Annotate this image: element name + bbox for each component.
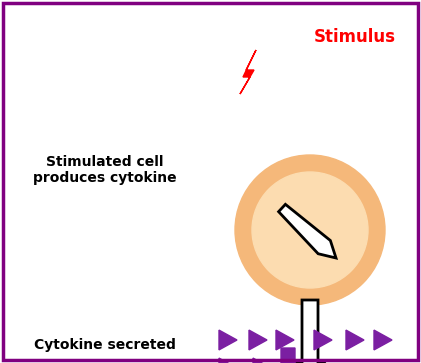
Polygon shape — [253, 358, 271, 363]
Text: Cytokine secreted: Cytokine secreted — [34, 338, 176, 352]
FancyArrow shape — [274, 348, 302, 363]
Circle shape — [252, 172, 368, 288]
Polygon shape — [296, 300, 324, 363]
Polygon shape — [279, 204, 336, 258]
Polygon shape — [240, 50, 256, 94]
Polygon shape — [219, 358, 237, 363]
Text: Stimulated cell
produces cytokine: Stimulated cell produces cytokine — [33, 155, 177, 185]
Polygon shape — [219, 330, 237, 350]
Text: Stimulus: Stimulus — [314, 28, 396, 46]
Polygon shape — [346, 330, 364, 350]
Polygon shape — [249, 330, 267, 350]
Polygon shape — [286, 358, 304, 363]
Polygon shape — [276, 330, 294, 350]
Polygon shape — [314, 330, 332, 350]
Circle shape — [235, 155, 385, 305]
Polygon shape — [374, 330, 392, 350]
